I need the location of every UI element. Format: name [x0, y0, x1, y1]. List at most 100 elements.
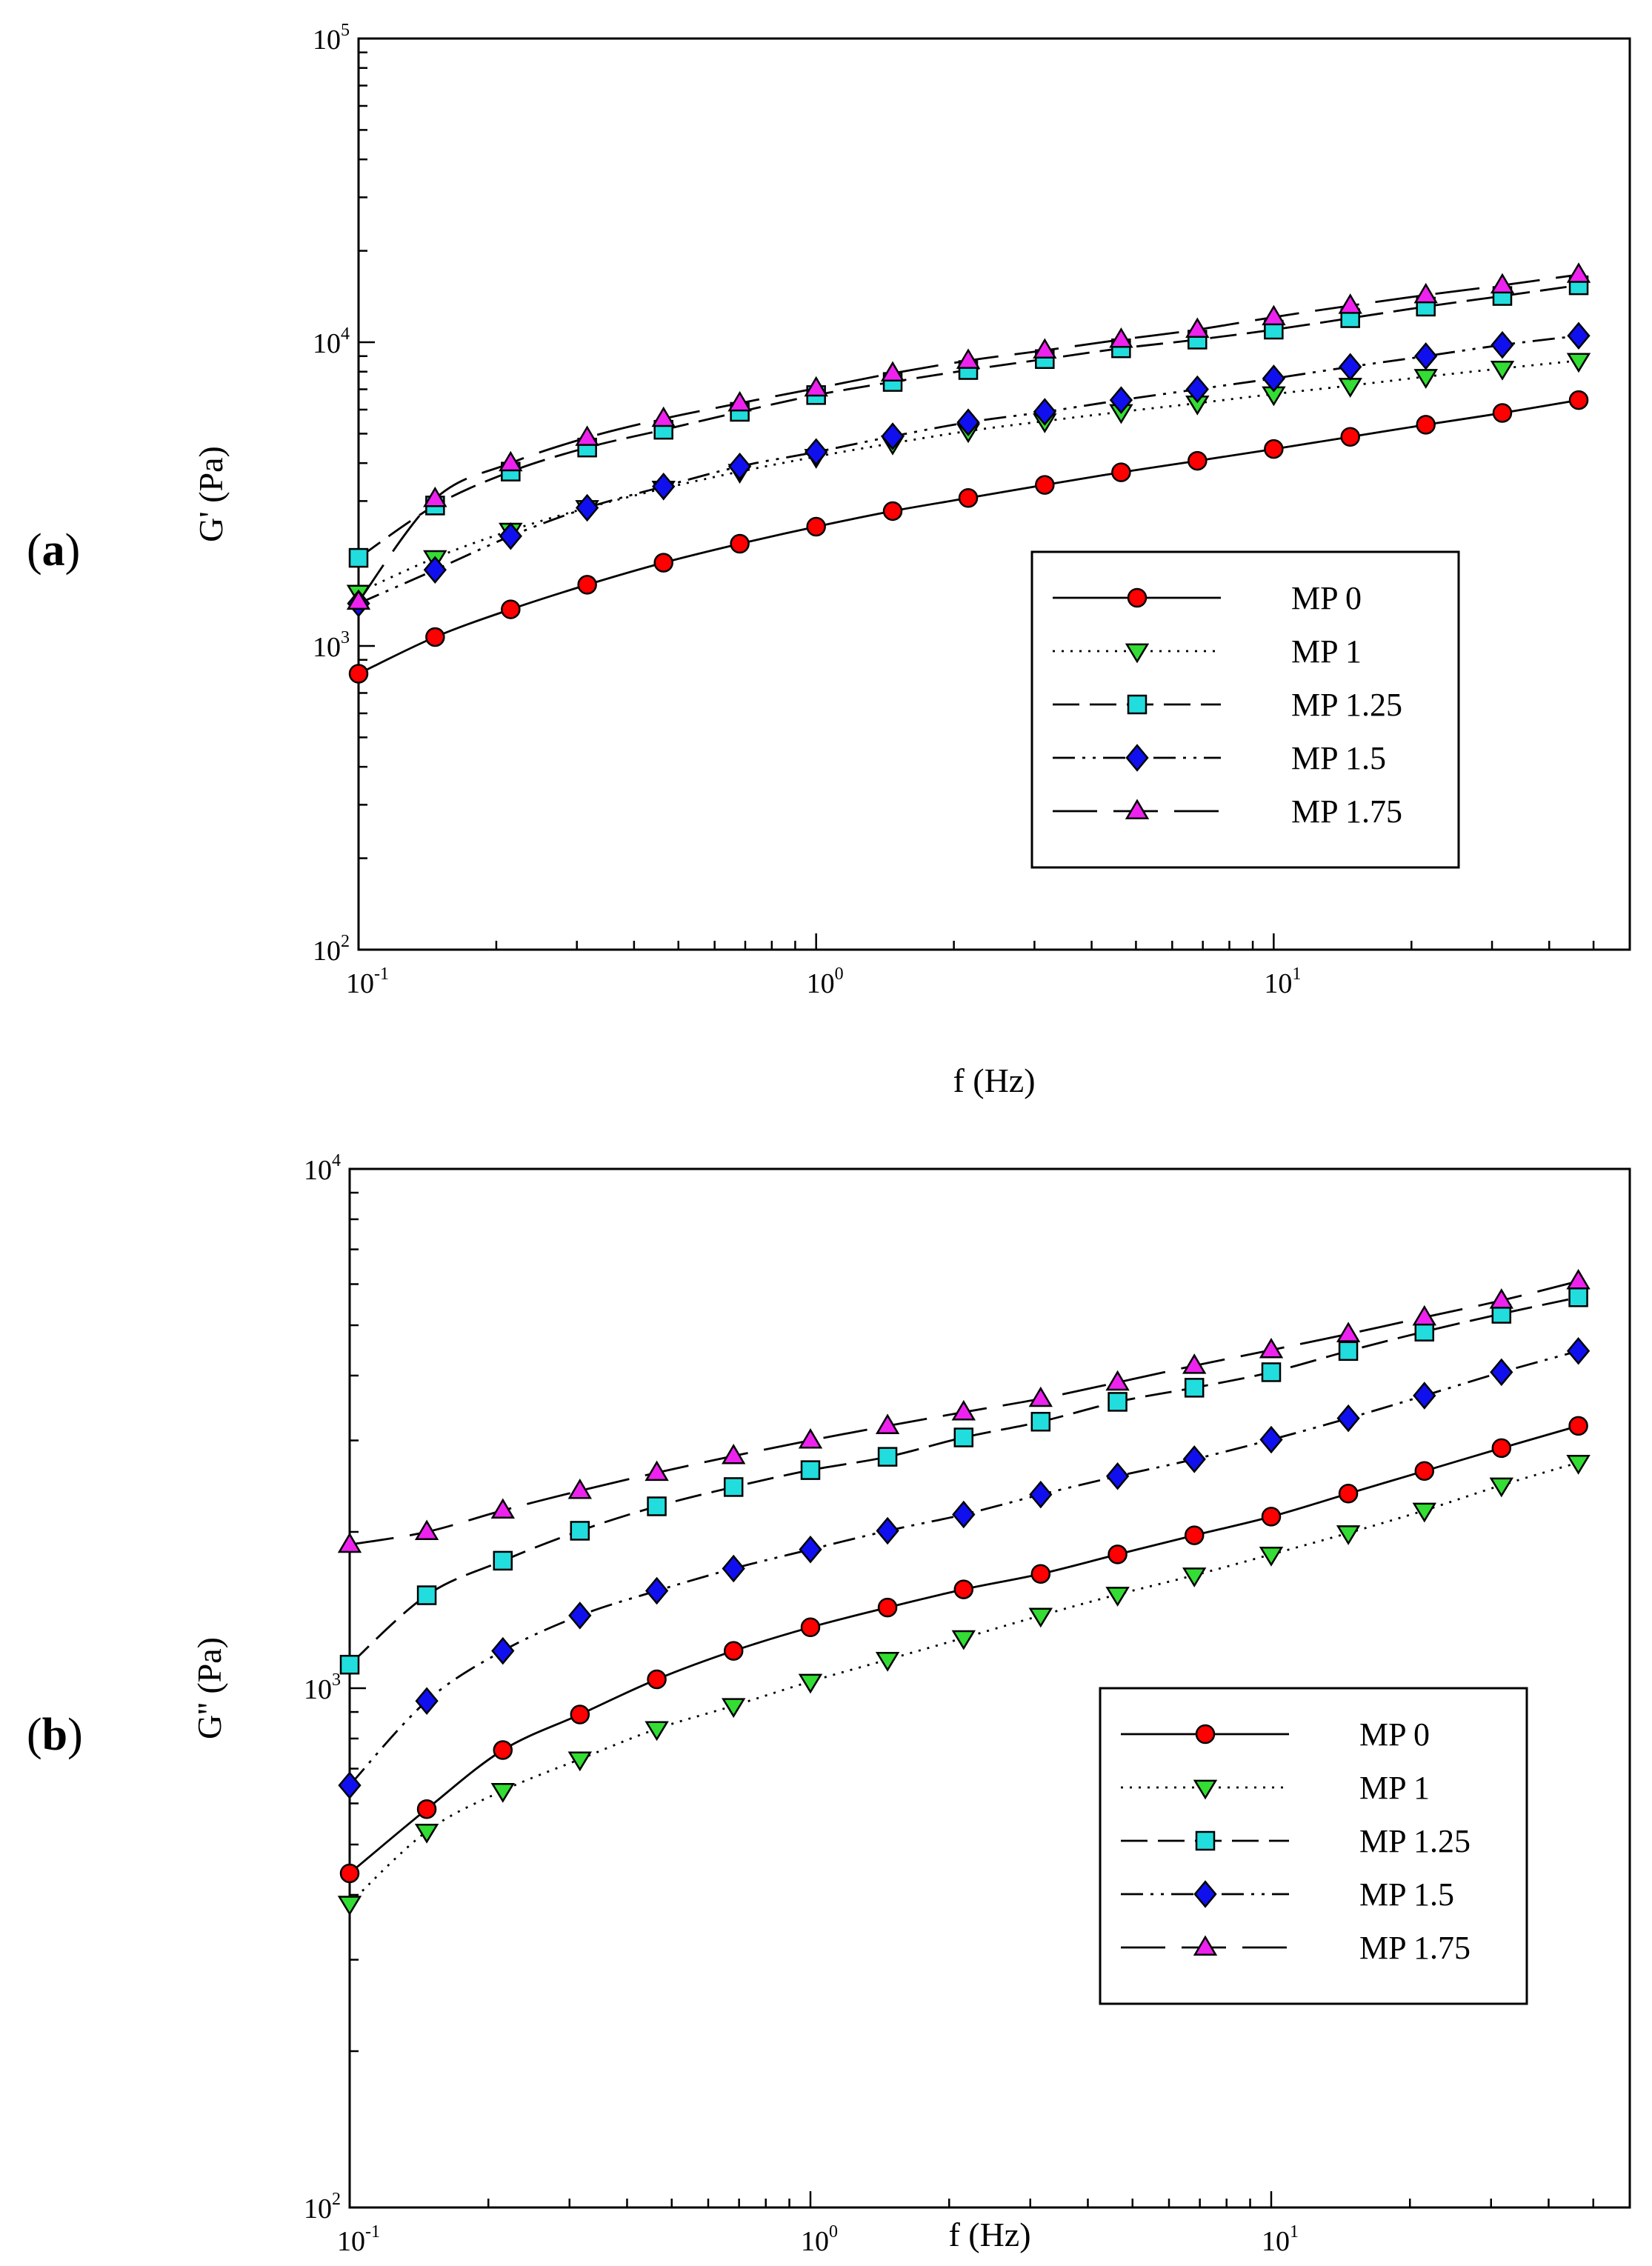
- data-point: [800, 1460, 821, 1480]
- data-point: [339, 1654, 360, 1675]
- data-point: [1490, 273, 1515, 294]
- legend-marker: [1127, 694, 1148, 715]
- legend-item: MP 1.75: [1121, 1930, 1471, 1966]
- data-point: [1182, 1567, 1207, 1587]
- x-tick-label: 101: [1262, 2222, 1299, 2257]
- data-point: [570, 1521, 590, 1541]
- data-point: [1028, 1607, 1053, 1628]
- data-point: [723, 1641, 744, 1661]
- data-point: [880, 361, 905, 382]
- data-point: [1188, 450, 1208, 471]
- data-point: [1412, 1502, 1437, 1523]
- data-point: [956, 348, 981, 369]
- data-point: [800, 1617, 821, 1638]
- data-point: [1416, 415, 1436, 435]
- data-point: [1182, 1353, 1207, 1374]
- data-point: [493, 1740, 513, 1760]
- data-point: [1340, 427, 1360, 447]
- data-point: [425, 627, 445, 647]
- data-point: [1261, 1362, 1282, 1382]
- y-tick-label: 103: [304, 1670, 341, 1705]
- data-point: [339, 1863, 360, 1884]
- data-point: [1412, 1304, 1436, 1326]
- data-point: [575, 493, 599, 522]
- data-point: [1414, 342, 1438, 370]
- legend-label: MP 1.5: [1359, 1876, 1454, 1913]
- data-point: [806, 516, 826, 537]
- data-point: [1108, 1544, 1128, 1564]
- data-point: [1109, 327, 1133, 348]
- data-point: [1105, 1462, 1130, 1490]
- panel-label-b: (b): [27, 1710, 83, 1760]
- legend-label: MP 1: [1291, 633, 1362, 670]
- data-point: [1568, 1416, 1588, 1436]
- data-point: [337, 1532, 362, 1553]
- legend-label: MP 1: [1359, 1770, 1430, 1806]
- data-point: [1259, 1547, 1284, 1567]
- legend-item: MP 1.25: [1121, 1823, 1471, 1859]
- series-mp-1-5: [338, 1337, 1591, 1799]
- x-axis-title: f (Hz): [948, 2216, 1030, 2253]
- data-point: [567, 1751, 593, 1772]
- data-point: [1413, 282, 1438, 304]
- series-mp-1-75: [346, 262, 1591, 610]
- data-point: [1489, 1477, 1514, 1498]
- data-point: [1184, 1525, 1205, 1545]
- data-point: [875, 1413, 900, 1434]
- data-point: [958, 488, 979, 508]
- data-point: [1185, 375, 1209, 404]
- data-point: [490, 1498, 515, 1519]
- data-point: [722, 1554, 745, 1583]
- legend-marker: [1193, 1880, 1217, 1908]
- data-point: [1259, 1425, 1283, 1454]
- data-point: [805, 438, 828, 466]
- data-point: [346, 589, 371, 610]
- legend-box: [1030, 550, 1460, 869]
- legend-item: MP 1.5: [1053, 740, 1386, 776]
- data-point: [647, 1496, 667, 1516]
- legend-label: MP 1.25: [1359, 1823, 1471, 1859]
- data-point: [876, 1516, 899, 1545]
- data-point: [645, 1721, 669, 1742]
- legend-item: MP 0: [1121, 1716, 1430, 1753]
- legend-item: MP 1.25: [1053, 687, 1402, 723]
- data-point: [567, 1479, 592, 1499]
- data-point: [652, 472, 676, 501]
- series-line: [358, 334, 1579, 604]
- data-point: [491, 1636, 515, 1665]
- data-point: [490, 1782, 516, 1803]
- data-point: [645, 1576, 669, 1605]
- x-tick-label: 101: [1264, 964, 1301, 999]
- y-axis-title: G' (Pa): [192, 446, 230, 542]
- data-point: [1336, 1322, 1361, 1342]
- data-point: [416, 1585, 437, 1605]
- y-tick-label: 104: [304, 1151, 341, 1186]
- data-point: [423, 486, 447, 507]
- data-point: [499, 450, 523, 472]
- data-point: [798, 1673, 823, 1694]
- data-point: [951, 1399, 976, 1421]
- legend-item: MP 1.75: [1053, 793, 1402, 830]
- data-point: [1567, 321, 1591, 350]
- x-axis-title: f (Hz): [953, 1062, 1035, 1099]
- y-minor-ticks: [350, 1167, 366, 2209]
- data-point: [956, 408, 980, 436]
- y-minor-ticks: [359, 37, 375, 951]
- data-point: [804, 376, 828, 397]
- data-point: [722, 1444, 746, 1464]
- data-point: [953, 1427, 974, 1447]
- data-point: [1566, 262, 1591, 283]
- legend-label: MP 1.75: [1359, 1930, 1471, 1966]
- plot-frame: [357, 37, 1631, 951]
- data-point: [1568, 1287, 1588, 1307]
- series-mp-1-25: [339, 1287, 1588, 1675]
- data-point: [1035, 475, 1055, 495]
- data-point: [877, 1597, 898, 1618]
- x-tick-label: 100: [801, 2222, 838, 2257]
- data-point: [1490, 1358, 1513, 1387]
- legend-marker: [1193, 1779, 1218, 1800]
- data-point: [1264, 439, 1284, 459]
- data-point: [1414, 1461, 1435, 1482]
